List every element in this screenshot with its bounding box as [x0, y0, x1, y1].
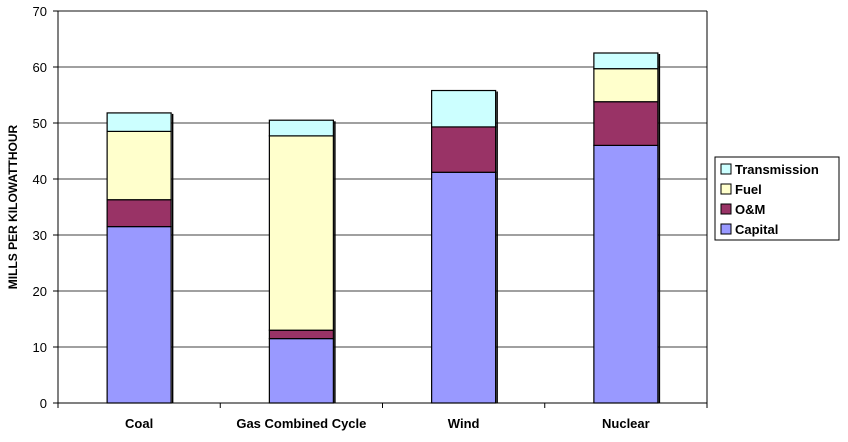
bar-wind-transmission [431, 89, 497, 128]
y-tick-label: 40 [33, 172, 47, 187]
y-axis-title: MILLS PER KILOWATTHOUR [6, 124, 20, 289]
y-tick-label: 10 [33, 340, 47, 355]
y-tick-label: 20 [33, 284, 47, 299]
bar-wind-capital [431, 171, 497, 404]
y-tick-label: 70 [33, 4, 47, 19]
x-tick-label-wind: Wind [448, 416, 480, 431]
x-tick-labels: Coal Gas Combined Cycle Wind Nuclear [57, 403, 708, 431]
y-tick-label: 0 [40, 396, 47, 411]
x-tick-label-nuclear: Nuclear [602, 416, 650, 431]
bar-nuclear-capital [593, 144, 659, 404]
bar-nuclear-oandm [593, 101, 659, 147]
legend-swatch-transmission [720, 163, 732, 175]
legend-swatch-oandm [720, 203, 732, 215]
bar-gas-combined-cycle-oandm [268, 329, 334, 340]
legend-swatch-fuel [720, 183, 732, 195]
x-tick-label-coal: Coal [125, 416, 153, 431]
y-tick-label: 50 [33, 116, 47, 131]
bar-coal-capital [106, 226, 172, 404]
legend: Transmission Fuel O&M Capital [714, 156, 840, 241]
bar-coal-transmission [106, 112, 172, 132]
bars [106, 52, 661, 404]
bar-coal-oandm [106, 199, 172, 228]
y-tick-labels: 0 10 20 30 40 50 60 70 [33, 4, 58, 411]
bar-gas-combined-cycle-capital [268, 338, 334, 404]
legend-box [714, 156, 840, 241]
y-tick-label: 60 [33, 60, 47, 75]
bar-nuclear-fuel [593, 68, 659, 103]
y-tick-label: 30 [33, 228, 47, 243]
legend-label-transmission: Transmission [735, 162, 819, 177]
legend-label-oandm: O&M [735, 202, 765, 217]
bar-wind-oandm [431, 126, 497, 173]
legend-swatch-capital [720, 223, 732, 235]
bar-nuclear-transmission [593, 52, 659, 70]
bar-gas-combined-cycle-transmission [268, 119, 334, 137]
bar-coal-fuel [106, 130, 172, 201]
legend-label-fuel: Fuel [735, 182, 762, 197]
x-tick-label-gas-combined-cycle: Gas Combined Cycle [236, 416, 366, 431]
legend-label-capital: Capital [735, 222, 778, 237]
bar-gas-combined-cycle-fuel [268, 135, 334, 331]
